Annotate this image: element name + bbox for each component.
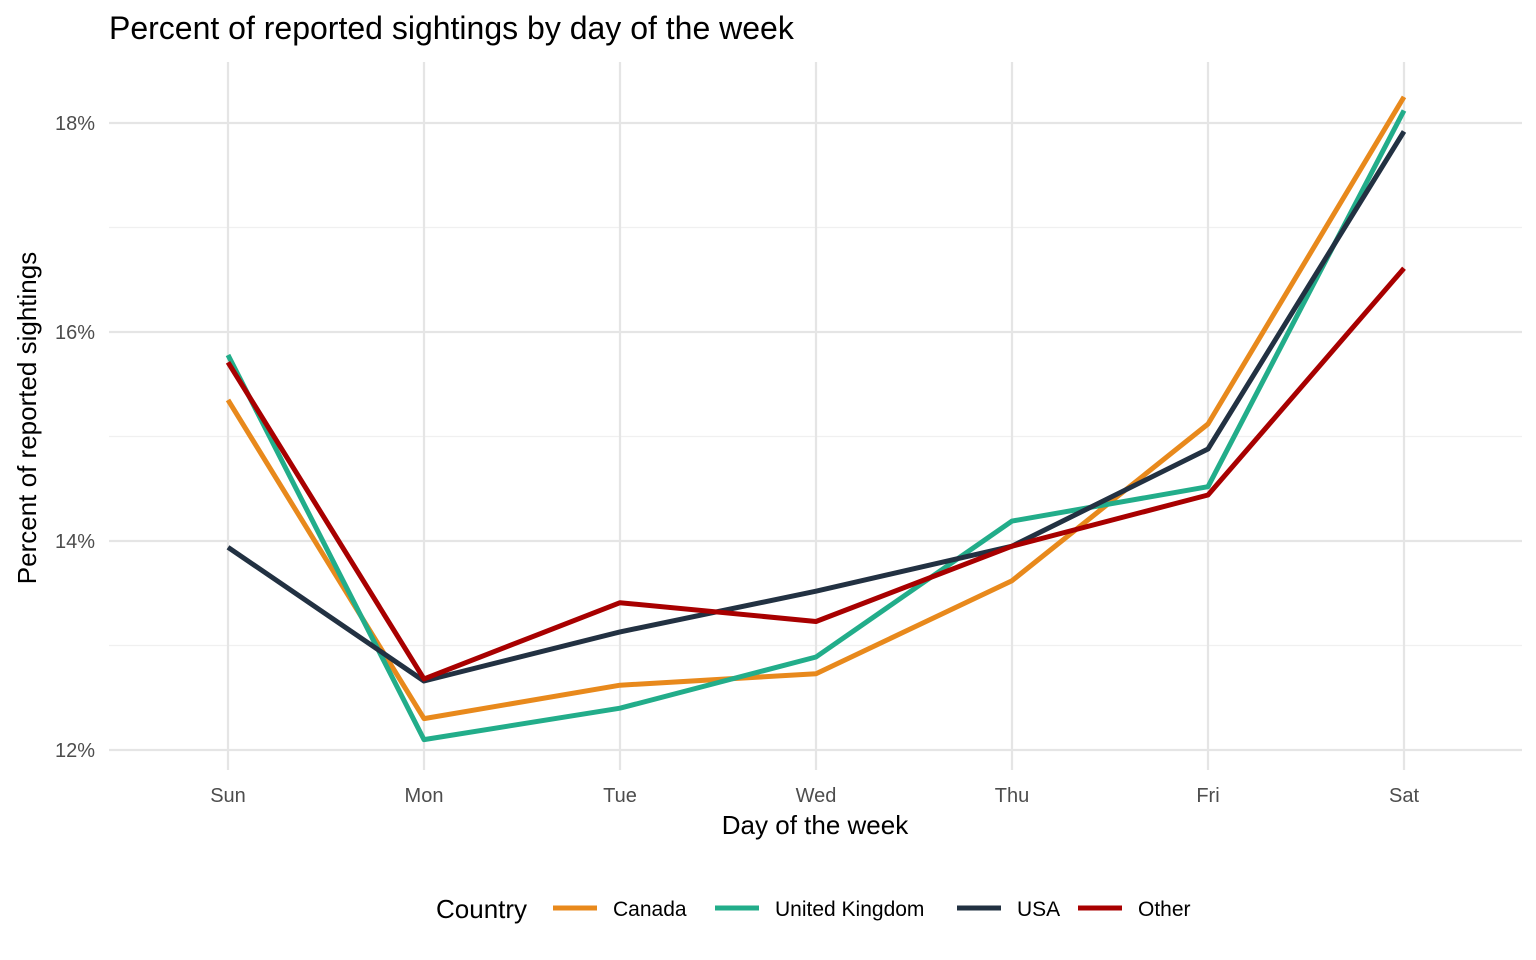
legend-label: United Kingdom bbox=[775, 898, 924, 921]
y-axis-tick-labels: 12% 14% 16% 18% bbox=[55, 113, 95, 762]
y-tick-label: 18% bbox=[55, 113, 95, 135]
chart-title: Percent of reported sightings by day of … bbox=[109, 10, 795, 46]
x-tick-label: Sat bbox=[1389, 785, 1419, 807]
x-tick-label: Sun bbox=[210, 785, 246, 807]
y-tick-label: 12% bbox=[55, 740, 95, 762]
x-tick-label: Thu bbox=[995, 785, 1029, 807]
y-tick-label: 16% bbox=[55, 322, 95, 344]
series-line-united-kingdom bbox=[225, 109, 1407, 743]
major-gridlines bbox=[109, 62, 1522, 770]
legend-label: USA bbox=[1017, 898, 1060, 921]
legend-label: Canada bbox=[613, 898, 687, 921]
legend-label: Other bbox=[1138, 898, 1191, 921]
series-line-canada bbox=[225, 95, 1407, 722]
x-tick-label: Mon bbox=[405, 785, 444, 807]
legend: Country Canada United Kingdom USA Other bbox=[436, 894, 1191, 924]
series-line-other bbox=[225, 266, 1406, 682]
x-tick-label: Wed bbox=[796, 785, 837, 807]
series-lines bbox=[225, 95, 1407, 743]
x-tick-label: Fri bbox=[1196, 785, 1219, 807]
x-tick-label: Tue bbox=[603, 785, 637, 807]
x-axis-title: Day of the week bbox=[722, 810, 909, 840]
y-tick-label: 14% bbox=[55, 531, 95, 553]
x-axis-tick-labels: Sun Mon Tue Wed Thu Fri Sat bbox=[210, 785, 1419, 807]
legend-title: Country bbox=[436, 894, 527, 924]
y-axis-title: Percent of reported sightings bbox=[12, 252, 42, 584]
